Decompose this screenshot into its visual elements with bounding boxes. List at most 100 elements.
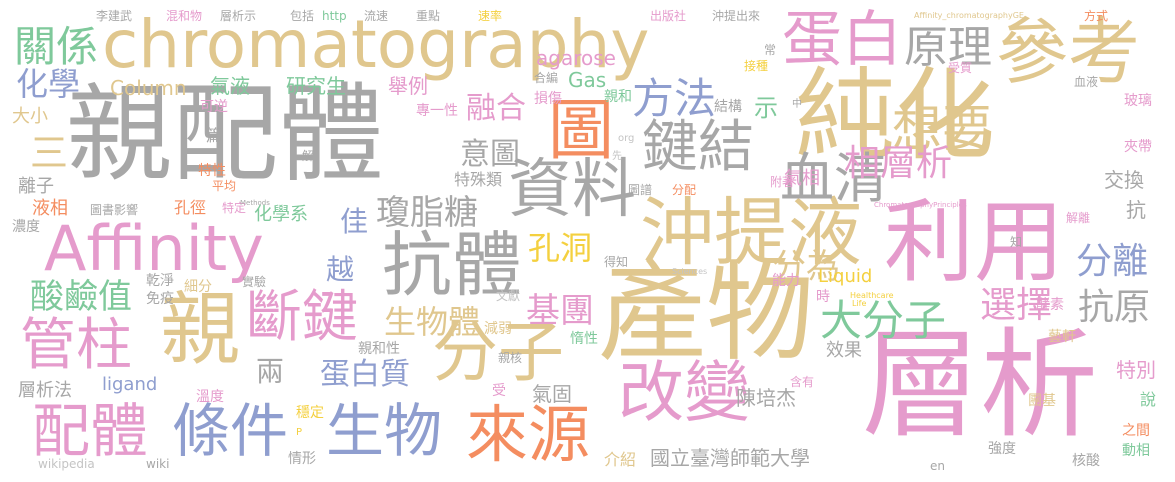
word: 血液 bbox=[1074, 75, 1099, 89]
word: 濃度 bbox=[12, 219, 40, 235]
word: 結構 bbox=[714, 99, 742, 115]
word: 抗原 bbox=[1078, 287, 1151, 328]
word: 免疫 bbox=[146, 291, 174, 307]
word: 層析示 bbox=[220, 9, 257, 23]
word: 實驗 bbox=[242, 275, 267, 289]
word: ligand bbox=[102, 374, 158, 395]
word: 血清 bbox=[780, 147, 888, 210]
word: org bbox=[618, 133, 635, 144]
word: en bbox=[930, 459, 945, 473]
word: 想要 bbox=[892, 100, 992, 158]
word: 孔徑 bbox=[174, 198, 207, 217]
word: 大分子 bbox=[820, 296, 947, 345]
word: Affinity_chromatographyGE bbox=[914, 11, 1024, 20]
word: 親配體 bbox=[66, 73, 384, 196]
word: 特別 bbox=[1116, 358, 1156, 382]
word: 圖譜 bbox=[628, 183, 653, 197]
word: 交換 bbox=[1104, 168, 1144, 192]
word: 原理 bbox=[904, 22, 992, 73]
word: 受 bbox=[492, 383, 506, 399]
word: 斷鍵 bbox=[246, 285, 358, 350]
word: 之間 bbox=[1122, 423, 1150, 439]
word: 核酸 bbox=[1072, 453, 1100, 469]
word: 氣固 bbox=[532, 382, 572, 406]
word: 含有 bbox=[790, 375, 815, 389]
word: agarose bbox=[536, 46, 616, 70]
word: 離子 bbox=[18, 176, 54, 197]
word: 氣相 bbox=[784, 168, 820, 189]
word: 抗 bbox=[1126, 198, 1146, 222]
word: 圖書影響 bbox=[90, 203, 139, 217]
word: 分配 bbox=[672, 183, 697, 197]
word: 化學系 bbox=[254, 204, 308, 225]
word: 合編 bbox=[534, 71, 559, 85]
word: 包括 bbox=[290, 9, 315, 23]
word: 接種 bbox=[744, 59, 769, 73]
word: 常 bbox=[764, 43, 777, 57]
word: 惰性 bbox=[570, 331, 598, 347]
word: 關係 bbox=[14, 22, 99, 71]
word: 解 bbox=[302, 149, 315, 163]
word: 兩 bbox=[256, 355, 285, 388]
word: 能力 bbox=[772, 273, 800, 289]
word: 層析 bbox=[862, 316, 1099, 454]
word: wiki bbox=[146, 457, 170, 471]
word: 團基 bbox=[1028, 393, 1056, 409]
word: 鍵結 bbox=[642, 115, 754, 180]
word: Healthcare bbox=[850, 291, 894, 300]
word: 得知 bbox=[604, 255, 629, 269]
word: Methods bbox=[240, 199, 270, 207]
word: Column bbox=[110, 76, 187, 100]
word: 動相 bbox=[1122, 443, 1150, 459]
word: 特殊類 bbox=[454, 170, 503, 189]
word: 來源 bbox=[466, 398, 591, 471]
word: 相層析 bbox=[844, 143, 953, 184]
word: 特性 bbox=[198, 163, 226, 179]
word: 分離 bbox=[1076, 241, 1149, 282]
word: 專一性 bbox=[416, 103, 458, 119]
word: 參考 bbox=[996, 10, 1141, 94]
word: Sciences bbox=[672, 267, 708, 276]
word: 親和性 bbox=[358, 341, 400, 357]
word: 穩定 bbox=[296, 405, 324, 421]
word: 意圖 bbox=[460, 137, 520, 172]
word: 受質 bbox=[948, 61, 973, 75]
word: 越 bbox=[326, 253, 355, 286]
word: ChromatographyPrinciples bbox=[874, 201, 967, 209]
word: 大小 bbox=[12, 106, 48, 127]
word: 產物 bbox=[598, 251, 815, 376]
word: 李建武 bbox=[96, 9, 133, 23]
word: 抗體 bbox=[382, 224, 522, 306]
word: 出版社 bbox=[650, 9, 687, 23]
word: 強度 bbox=[988, 441, 1016, 457]
word: 玻璃 bbox=[1124, 93, 1152, 109]
word: 分為 bbox=[772, 247, 840, 287]
word: 選擇 bbox=[980, 285, 1053, 326]
word: 混和物 bbox=[166, 9, 203, 23]
word: 研究生 bbox=[286, 74, 346, 98]
word: 細分 bbox=[184, 279, 212, 295]
word: 佳 bbox=[340, 205, 369, 238]
word: 液相 bbox=[32, 198, 68, 219]
word: 親和 bbox=[604, 89, 632, 105]
word: 基團 bbox=[526, 291, 594, 331]
word: 示 bbox=[754, 94, 778, 122]
word: 中 bbox=[792, 99, 802, 110]
word: 改變 bbox=[618, 354, 750, 431]
word: 配體 bbox=[32, 397, 149, 465]
word: 酵素 bbox=[1036, 297, 1064, 313]
word: 介紹 bbox=[604, 450, 637, 469]
word: Life bbox=[852, 299, 867, 308]
word: 特定 bbox=[222, 201, 247, 215]
word: 氣液 bbox=[210, 74, 250, 98]
word: 三 bbox=[30, 131, 69, 175]
word: 酸鹼值 bbox=[30, 277, 132, 317]
word: 減弱 bbox=[484, 321, 512, 337]
word: 圖 bbox=[548, 92, 614, 169]
word: 文獻 bbox=[496, 289, 521, 303]
word: 層析法 bbox=[18, 380, 72, 401]
word: 藝軒 bbox=[1048, 329, 1076, 345]
word: 損傷 bbox=[534, 91, 562, 107]
word: 可逆 bbox=[200, 99, 228, 115]
